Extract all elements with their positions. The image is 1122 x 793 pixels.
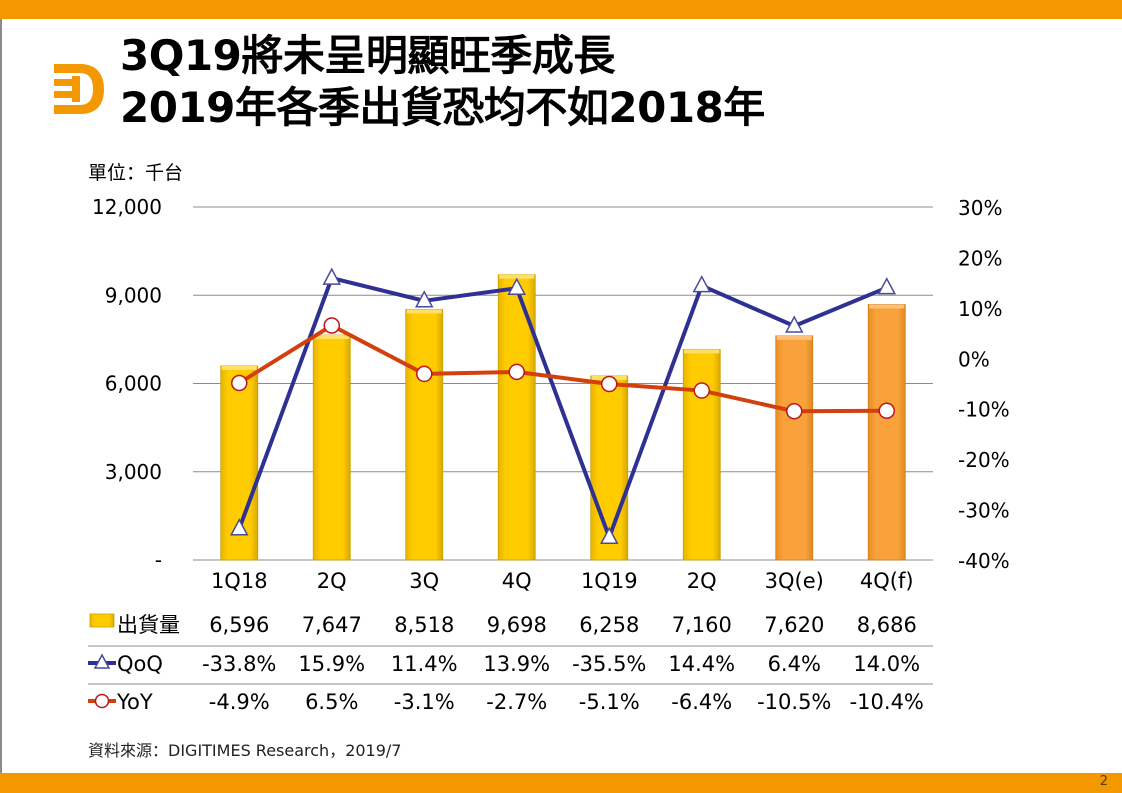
table-value: -6.4% — [671, 690, 732, 714]
table-value: -3.1% — [394, 690, 455, 714]
bar-highlight — [869, 304, 905, 309]
bar-highlight — [499, 274, 535, 279]
left-axis-tick-label: 12,000 — [92, 195, 162, 219]
table-value: 7,647 — [302, 613, 362, 637]
legend-bar-swatch-icon — [89, 613, 115, 628]
series-name-label: YoY — [116, 690, 153, 714]
bar-highlight — [776, 335, 812, 340]
qoq-marker — [692, 275, 711, 293]
qoq-marker — [785, 315, 804, 333]
table-value: -2.7% — [486, 690, 547, 714]
category-label: 3Q(e) — [765, 569, 824, 593]
legend-triangle-icon — [93, 653, 111, 669]
yoy-marker — [323, 317, 340, 334]
qoq-marker — [600, 526, 619, 545]
bar-shipment — [867, 304, 906, 561]
bar-highlight — [684, 349, 720, 354]
table-value: 6,596 — [209, 613, 269, 637]
yoy-line — [238, 323, 887, 414]
bar-shipment — [775, 335, 814, 561]
title-line-2: 2019年各季出貨恐均不如2018年 — [120, 83, 765, 132]
bar-shipment — [312, 334, 351, 561]
category-label: 2Q — [687, 569, 717, 593]
slide-title: 3Q19將未呈明顯旺季成長 2019年各季出貨恐均不如2018年 — [120, 30, 765, 134]
yoy-marker — [601, 375, 618, 393]
digitimes-logo-icon — [54, 64, 104, 114]
yoy-marker — [508, 363, 525, 381]
yoy-marker — [786, 402, 803, 420]
yoy-marker — [231, 374, 248, 392]
table-value: -4.9% — [209, 690, 270, 714]
qoq-marker — [230, 518, 249, 536]
qoq-marker — [415, 290, 434, 308]
table-value: 8,686 — [857, 613, 917, 637]
table-value: -5.1% — [579, 690, 640, 714]
page-number: 2 — [1099, 774, 1108, 789]
bottom-accent-bar — [0, 773, 1122, 793]
category-label: 4Q — [502, 569, 532, 593]
right-axis-tick-label: -20% — [958, 448, 1010, 472]
category-label: 1Q18 — [211, 569, 268, 593]
left-axis-tick-label: 9,000 — [105, 283, 162, 307]
table-value: -33.8% — [202, 652, 276, 676]
qoq-marker — [322, 267, 341, 285]
left-axis-tick-label: 3,000 — [105, 460, 162, 484]
qoq-line — [237, 276, 888, 540]
right-axis-tick-label: 20% — [958, 246, 1002, 270]
series-name-label: 出貨量 — [117, 613, 180, 637]
table-value: 9,698 — [487, 613, 547, 637]
category-label: 2Q — [317, 569, 347, 593]
left-axis-tick-label: 6,000 — [105, 372, 162, 396]
table-value: 15.9% — [298, 652, 365, 676]
bar-highlight — [314, 335, 350, 340]
qoq-marker — [507, 277, 526, 295]
right-axis-tick-label: -40% — [958, 549, 1010, 573]
bar-shipment — [405, 309, 444, 561]
top-accent-bar — [0, 0, 1122, 19]
series-name-label: QoQ — [117, 652, 163, 676]
category-label: 4Q(f) — [860, 569, 914, 593]
table-value: 14.0% — [853, 652, 920, 676]
table-value: 7,160 — [672, 613, 732, 637]
yoy-marker — [878, 402, 895, 419]
category-label: 1Q19 — [581, 569, 638, 593]
left-axis-tick-label: - — [155, 548, 162, 572]
title-line-1: 3Q19將未呈明顯旺季成長 — [120, 31, 615, 80]
legend-circle-icon — [94, 693, 110, 709]
data-source-note: 資料來源：DIGITIMES Research，2019/7 — [88, 741, 402, 760]
right-axis-tick-label: 0% — [958, 347, 990, 371]
bar-highlight — [406, 309, 442, 314]
left-edge-line — [0, 19, 2, 773]
table-value: 7,620 — [764, 613, 824, 637]
table-value: 14.4% — [668, 652, 735, 676]
bar-shipment — [682, 348, 721, 561]
yoy-marker — [416, 365, 433, 383]
table-value: 6.4% — [768, 652, 821, 676]
qoq-marker — [877, 277, 896, 295]
yoy-marker — [693, 382, 710, 399]
right-axis-tick-label: -30% — [958, 499, 1010, 523]
category-label: 3Q — [409, 569, 439, 593]
right-axis-tick-label: 10% — [958, 297, 1002, 321]
right-axis-tick-label: 30% — [958, 196, 1002, 220]
unit-label: 單位：千台 — [88, 162, 184, 184]
table-value: 8,518 — [394, 613, 454, 637]
table-value: 11.4% — [391, 652, 458, 676]
table-value: 6,258 — [579, 613, 639, 637]
table-value: -10.4% — [850, 690, 924, 714]
right-axis-tick-label: -10% — [958, 398, 1010, 422]
table-value: -10.5% — [757, 690, 831, 714]
bar-highlight — [221, 365, 257, 370]
table-value: -35.5% — [572, 652, 646, 676]
table-value: 13.9% — [483, 652, 550, 676]
table-value: 6.5% — [305, 690, 358, 714]
